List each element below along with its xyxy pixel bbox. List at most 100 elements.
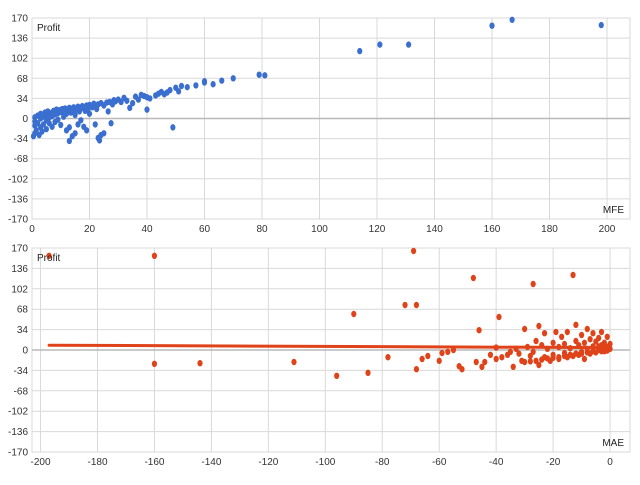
data-point — [487, 351, 494, 358]
y-tick-label: -136 — [8, 194, 28, 205]
data-point — [598, 328, 605, 336]
data-point — [256, 71, 262, 78]
data-point — [49, 123, 55, 130]
data-point — [130, 99, 136, 107]
x-tick-label: -80 — [375, 457, 390, 468]
data-point — [43, 125, 49, 133]
data-point — [604, 333, 610, 340]
data-point — [522, 325, 528, 333]
y-tick-label: 0 — [22, 346, 28, 357]
x-tick-label: -180 — [87, 457, 107, 468]
data-point — [127, 104, 133, 112]
y-tick-label: 170 — [11, 244, 28, 255]
data-point — [450, 346, 457, 354]
y-tick-label: 34 — [17, 325, 29, 336]
data-point — [536, 322, 542, 330]
x-tick-label: 180 — [541, 224, 558, 235]
data-point — [135, 96, 141, 103]
data-point — [197, 360, 203, 367]
data-point — [578, 331, 585, 339]
data-point — [564, 328, 570, 336]
data-point — [556, 354, 562, 361]
data-point — [530, 280, 536, 288]
y-tick-label: 102 — [11, 284, 28, 295]
data-point — [193, 82, 199, 89]
y-tick-label: -102 — [8, 407, 28, 418]
data-point — [539, 342, 545, 349]
data-point — [590, 330, 596, 337]
data-point — [530, 348, 536, 355]
y-tick-label: -170 — [8, 448, 28, 459]
data-point — [493, 344, 499, 351]
data-point — [598, 348, 605, 355]
data-point — [573, 321, 579, 328]
data-point — [553, 328, 559, 336]
data-point — [559, 333, 565, 340]
data-point — [151, 252, 158, 259]
data-point — [167, 86, 173, 94]
x-tick-label: 140 — [426, 224, 443, 235]
data-point — [184, 83, 190, 91]
data-point — [567, 351, 573, 358]
data-point — [536, 361, 542, 369]
y-tick-label: 170 — [11, 14, 28, 25]
data-point — [46, 252, 52, 259]
data-point — [377, 41, 383, 48]
data-point — [581, 355, 588, 363]
data-point — [459, 366, 465, 373]
data-point — [425, 352, 431, 360]
x-tick-label: -200 — [31, 457, 51, 468]
data-point — [86, 110, 93, 117]
y-tick-label: -34 — [14, 366, 29, 377]
data-point — [147, 95, 153, 102]
data-point — [219, 77, 225, 84]
data-point — [584, 325, 590, 333]
data-point — [33, 127, 39, 134]
y-tick-label: -170 — [8, 215, 28, 226]
mfe-panel: 0 20 40 60 80 100 120 140 160 180 200 170 136 102 68 34… — [8, 14, 631, 235]
data-point — [527, 358, 533, 365]
data-point — [84, 127, 90, 134]
data-point — [596, 343, 602, 350]
x-tick-label: 0 — [607, 457, 613, 468]
x-axis-label: MFE — [603, 205, 624, 216]
data-point — [170, 124, 176, 131]
x-tick-label: 20 — [84, 224, 96, 235]
x-tick-label: -60 — [432, 457, 447, 468]
y-tick-label: 34 — [17, 94, 29, 105]
data-point — [351, 310, 357, 318]
y-tick-label: 0 — [22, 114, 28, 125]
data-point — [590, 343, 596, 350]
y-tick-label: 102 — [11, 54, 28, 65]
data-point — [499, 354, 505, 361]
data-point — [561, 340, 568, 348]
data-point — [533, 357, 539, 364]
data-point — [587, 336, 593, 343]
data-point — [357, 47, 363, 55]
data-point — [527, 352, 533, 360]
x-axis-label: MAE — [602, 438, 624, 449]
data-point — [201, 79, 208, 86]
data-point — [510, 363, 516, 370]
data-point — [402, 301, 408, 309]
x-tick-label: -140 — [201, 457, 221, 468]
trend-line — [47, 343, 606, 350]
data-point — [334, 372, 340, 379]
data-point — [470, 274, 476, 282]
y-tick-label: -68 — [14, 154, 29, 165]
data-point — [210, 81, 216, 88]
x-tick-label: 100 — [311, 224, 328, 235]
data-point — [230, 75, 236, 82]
x-tick-label: 160 — [484, 224, 501, 235]
y-tick-label: -34 — [14, 134, 29, 145]
data-point — [72, 130, 78, 137]
data-point — [544, 345, 551, 352]
data-point — [598, 21, 604, 29]
y-tick-label: 136 — [11, 264, 28, 275]
data-point — [473, 358, 479, 366]
data-point — [596, 334, 602, 342]
data-point — [590, 348, 596, 355]
data-point — [524, 343, 531, 351]
data-point — [413, 366, 420, 373]
